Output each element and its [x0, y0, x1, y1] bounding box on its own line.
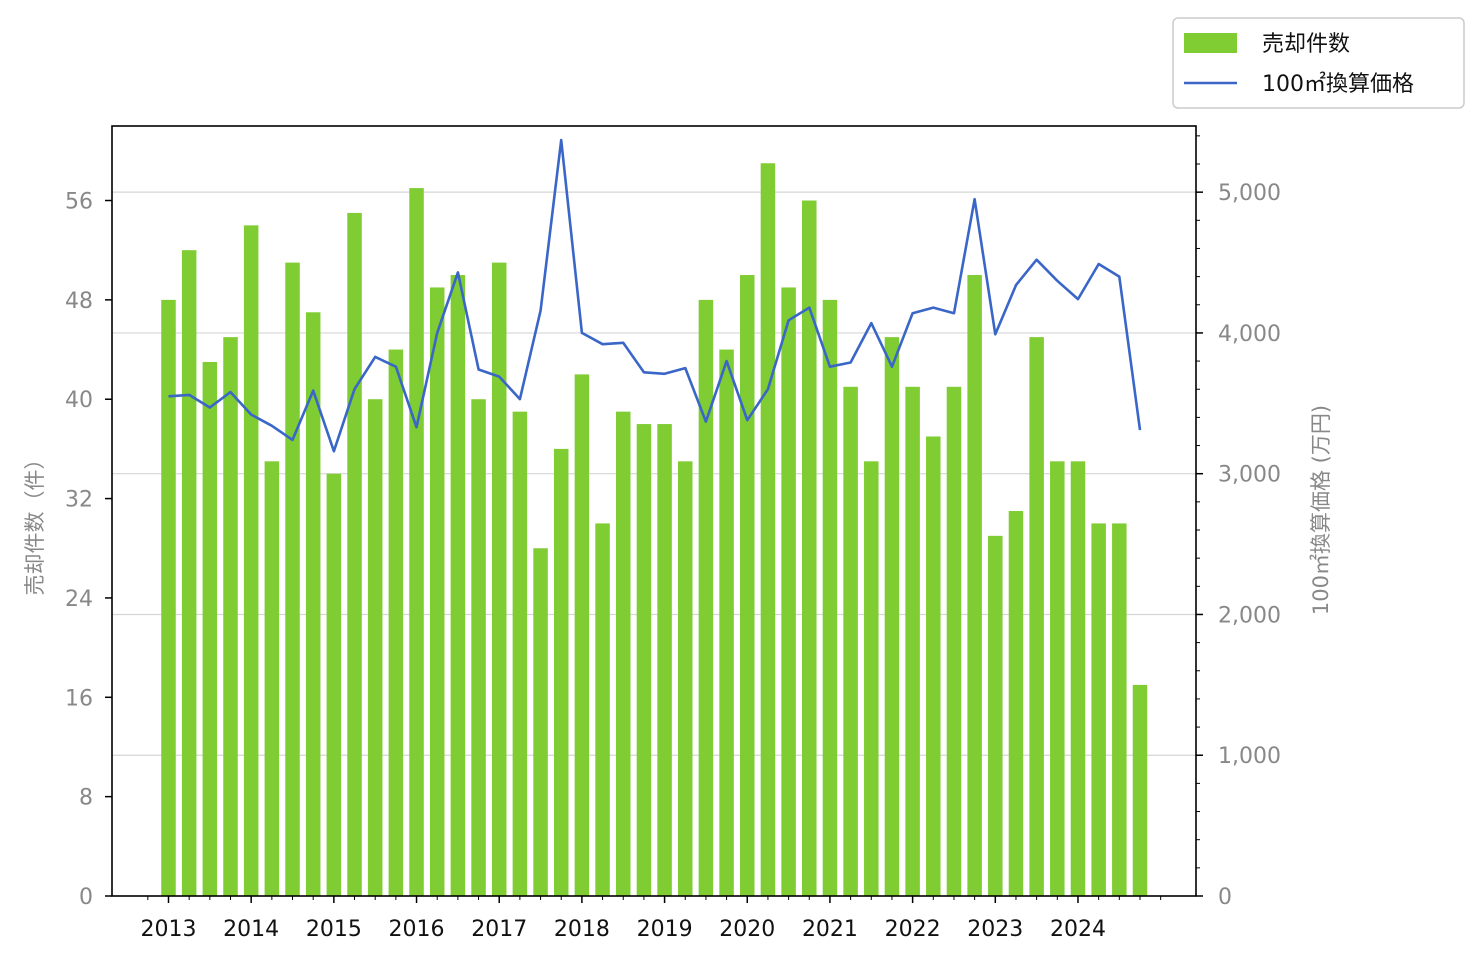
bar-q44 [1050, 461, 1065, 896]
legend-frame [1172, 17, 1465, 109]
bar-q25 [657, 424, 672, 896]
bar-q41 [988, 535, 1003, 896]
bar-q34 [843, 386, 858, 896]
left-tick-label: 16 [65, 686, 93, 711]
x-tick-label: 2022 [885, 917, 941, 942]
bar-q7 [285, 262, 300, 896]
x-tick-label: 2019 [637, 917, 693, 942]
price-line [168, 138, 1142, 453]
left-tick-label: 0 [79, 885, 93, 910]
bar-q2 [181, 250, 197, 896]
right-axis: 0 1,000 2,000 3,000 4,000 5,000 [1196, 135, 1281, 910]
bar-q24 [636, 424, 652, 896]
left-tick-label: 48 [65, 289, 93, 314]
plot-frame [111, 125, 1197, 897]
bar-q39 [946, 386, 962, 896]
bar-q30 [760, 163, 776, 897]
bar-q4 [223, 337, 238, 896]
bar-q19 [533, 548, 548, 896]
x-tick-label: 2013 [141, 917, 197, 942]
right-tick-label: 5,000 [1218, 181, 1281, 206]
legend-swatch-bar [1184, 33, 1237, 53]
bar-q21 [574, 374, 590, 896]
bar-q38 [926, 436, 941, 896]
bar-q17 [491, 262, 507, 896]
bar-q23 [615, 411, 631, 896]
right-tick-label: 4,000 [1218, 322, 1281, 347]
legend-label-price: 100㎡換算価格 [1262, 71, 1414, 97]
bar-q5 [243, 225, 259, 896]
line-series-price [168, 138, 1142, 453]
left-tick-label: 32 [65, 488, 93, 513]
bar-q47 [1112, 523, 1127, 896]
bar-q37 [905, 386, 920, 896]
legend: 売却件数 100㎡換算価格 [1172, 17, 1465, 109]
bar-q26 [678, 461, 693, 896]
bar-series-sales-count [161, 163, 1148, 897]
bar-q15 [450, 275, 466, 897]
bar-q31 [781, 287, 796, 896]
bar-q40 [967, 275, 982, 897]
right-tick-label: 2,000 [1218, 603, 1281, 628]
bar-q46 [1091, 523, 1106, 896]
left-axis-title: 売却件数（件） [23, 449, 47, 596]
left-tick-label: 24 [65, 587, 93, 612]
bar-q11 [367, 399, 383, 896]
bar-q13 [409, 188, 424, 896]
x-tick-label: 2015 [306, 917, 362, 942]
left-tick-label: 8 [79, 786, 93, 811]
bar-q12 [388, 349, 404, 896]
x-tick-label: 2021 [802, 917, 858, 942]
bar-q10 [347, 212, 362, 896]
right-tick-label: 0 [1218, 885, 1232, 910]
bar-q22 [595, 523, 610, 896]
x-tick-label: 2016 [389, 917, 445, 942]
bar-q14 [429, 287, 445, 896]
left-axis: 0 8 16 24 32 40 48 56 [65, 190, 112, 910]
bar-q16 [471, 399, 486, 896]
right-tick-label: 1,000 [1218, 744, 1281, 769]
x-tick-label: 2017 [471, 917, 527, 942]
right-axis-title: 100㎡換算価格 (万円) [1309, 405, 1333, 615]
bar-q29 [740, 275, 755, 897]
right-tick-label: 3,000 [1218, 463, 1281, 488]
bar-q45 [1070, 461, 1086, 896]
bar-q33 [822, 299, 838, 896]
bar-q1 [161, 299, 176, 896]
bar-q48 [1132, 684, 1148, 896]
bar-q36 [884, 337, 900, 896]
bar-q27 [698, 299, 714, 896]
bar-q32 [802, 200, 817, 897]
bar-q8 [305, 312, 321, 897]
bar-q6 [264, 461, 280, 896]
x-tick-label: 2023 [967, 917, 1023, 942]
legend-label-sales-count: 売却件数 [1262, 32, 1350, 57]
x-tick-label: 2020 [719, 917, 775, 942]
bar-q28 [719, 349, 734, 896]
x-tick-label: 2024 [1050, 917, 1106, 942]
x-tick-label: 2018 [554, 917, 610, 942]
x-tick-label: 2014 [223, 917, 279, 942]
left-tick-label: 56 [65, 190, 93, 215]
bar-q18 [512, 411, 528, 896]
bar-q9 [326, 473, 342, 896]
bar-q3 [202, 361, 218, 896]
bar-q20 [553, 448, 569, 896]
left-tick-label: 40 [65, 388, 93, 413]
bar-q43 [1029, 337, 1044, 896]
bar-q42 [1008, 511, 1024, 896]
x-axis: 2013 2014 2015 2016 2017 2018 2019 2020 2021 2022… [141, 896, 1162, 942]
bar-q35 [864, 461, 879, 896]
